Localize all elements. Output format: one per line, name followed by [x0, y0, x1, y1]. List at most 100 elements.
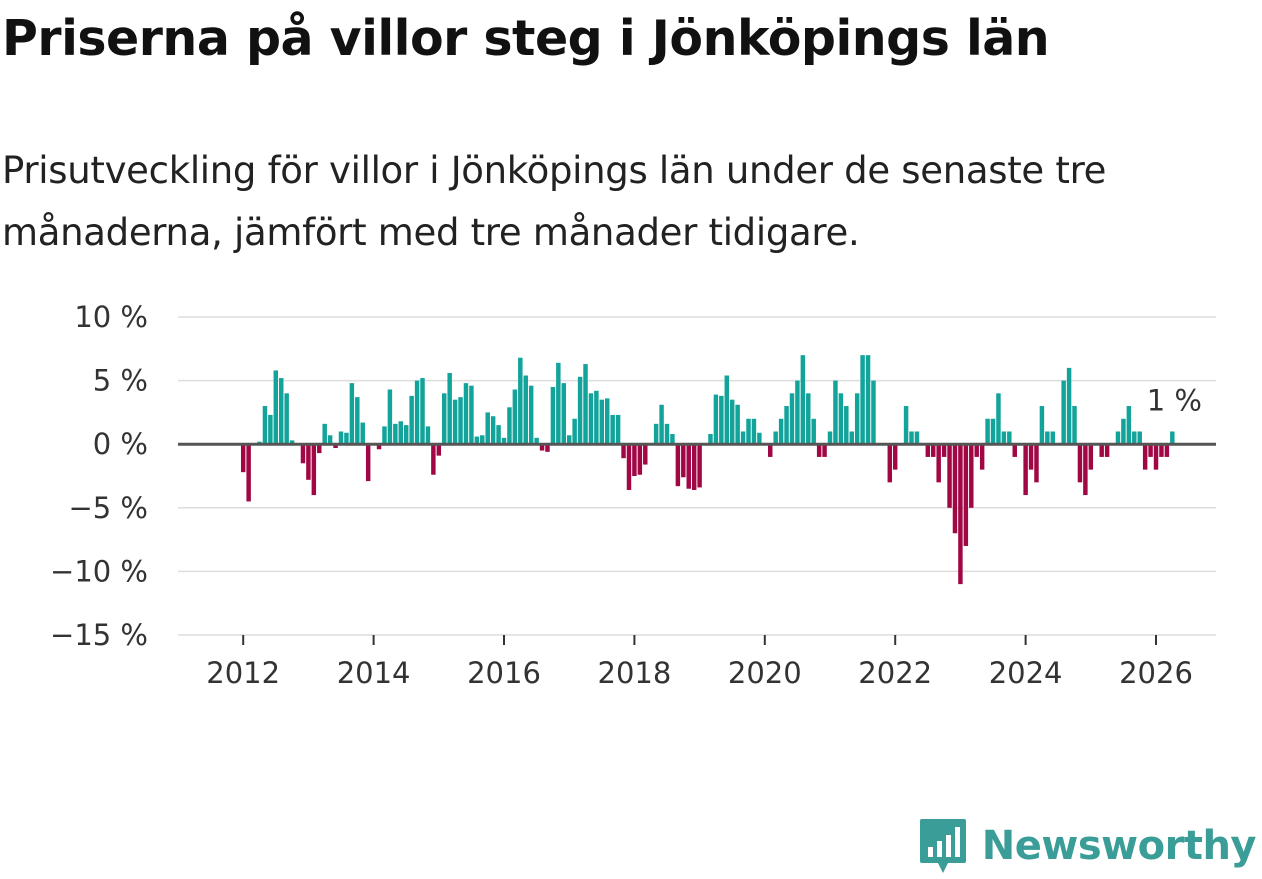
bar: [431, 444, 436, 475]
bar: [713, 394, 719, 445]
bar: [599, 399, 605, 445]
bar: [463, 383, 469, 445]
bar: [414, 380, 420, 445]
bar: [958, 444, 963, 585]
bar: [403, 425, 409, 445]
x-axis: 2012 2014 2016 2018 2020 2022 2024 2026: [206, 635, 1193, 690]
bar: [240, 444, 246, 473]
bar: [539, 444, 545, 451]
bar: [811, 418, 816, 445]
bar-chart-speech-bubble-icon: [919, 819, 966, 873]
bar: [382, 426, 387, 445]
bar: [746, 418, 751, 445]
latest-value-label: 1 %: [1147, 383, 1202, 417]
bar: [577, 376, 583, 445]
bar: [1050, 431, 1056, 445]
chart-subtitle: Prisutveckling för villor i Jönköpings l…: [2, 149, 1107, 254]
bar: [816, 444, 822, 457]
bar: [490, 416, 496, 445]
bar: [735, 404, 740, 445]
bar: [447, 372, 452, 445]
bar: [637, 444, 643, 475]
bar: [827, 431, 833, 445]
bar: [512, 389, 518, 445]
bar: [795, 380, 800, 445]
gridlines: [178, 316, 1216, 636]
y-tick-label: 5 %: [93, 364, 148, 398]
x-tick-label: 2012: [206, 656, 280, 690]
bar: [909, 431, 914, 445]
bar: [653, 423, 659, 445]
bar: [675, 444, 681, 487]
bar: [1104, 444, 1110, 457]
x-tick-label: 2020: [728, 656, 802, 690]
bar: [1007, 431, 1012, 445]
bar: [1023, 444, 1028, 496]
bar: [452, 399, 458, 445]
x-tick-label: 2014: [337, 656, 411, 690]
y-axis-tick-labels: 10 % 5 % 0 % −5 % −10 % −15 %: [50, 300, 148, 652]
bar: [300, 444, 306, 464]
bar: [931, 444, 936, 457]
bar: [528, 385, 534, 445]
bar: [474, 436, 480, 445]
bar: [588, 393, 594, 445]
bar: [1115, 431, 1121, 445]
bar: [860, 355, 865, 445]
bar: [757, 432, 762, 445]
bar: [409, 395, 414, 445]
bar: [327, 435, 333, 445]
bar: [289, 440, 295, 445]
bar: [317, 444, 322, 454]
bar: [849, 431, 854, 445]
bar: [1132, 431, 1137, 445]
bar: [485, 412, 490, 445]
bar: [643, 444, 648, 465]
bar: [1045, 431, 1050, 445]
bar: [534, 437, 539, 445]
bar: [1083, 444, 1088, 496]
y-tick-label: −10 %: [50, 554, 148, 588]
x-tick-label: 2022: [858, 656, 932, 690]
bar: [523, 375, 528, 445]
bar: [768, 444, 773, 457]
x-tick-label: 2026: [1119, 656, 1193, 690]
bar: [284, 393, 289, 445]
bar: [268, 414, 273, 445]
bar: [1137, 431, 1142, 445]
bar: [854, 393, 860, 445]
bar: [806, 393, 811, 445]
bar: [914, 431, 920, 445]
bar: [1072, 406, 1077, 445]
bar: [691, 444, 697, 490]
bar: [1170, 431, 1175, 445]
bar: [1077, 444, 1083, 483]
bar: [903, 406, 909, 445]
bar: [1153, 444, 1159, 470]
bar: [550, 386, 556, 445]
bar: [659, 404, 664, 445]
bar: [963, 444, 969, 546]
bar: [442, 393, 447, 445]
bar: [1028, 444, 1034, 470]
bar: [1148, 444, 1153, 457]
bar: [322, 423, 327, 445]
bar: [838, 393, 844, 445]
bar: [615, 414, 621, 445]
bar: [306, 444, 311, 480]
bar: [887, 444, 893, 483]
bar: [697, 444, 702, 488]
bar: [376, 444, 382, 450]
newsworthy-brand: Newsworthy: [918, 817, 1257, 875]
bar: [990, 418, 996, 445]
bar: [686, 444, 691, 489]
bar: [985, 418, 990, 445]
bar: [344, 432, 349, 445]
bar: [583, 364, 588, 445]
bar: [610, 414, 615, 445]
bar: [626, 444, 632, 490]
bar: [789, 393, 795, 445]
bar: [724, 375, 730, 445]
bar: [952, 444, 958, 534]
bar: [892, 444, 898, 470]
